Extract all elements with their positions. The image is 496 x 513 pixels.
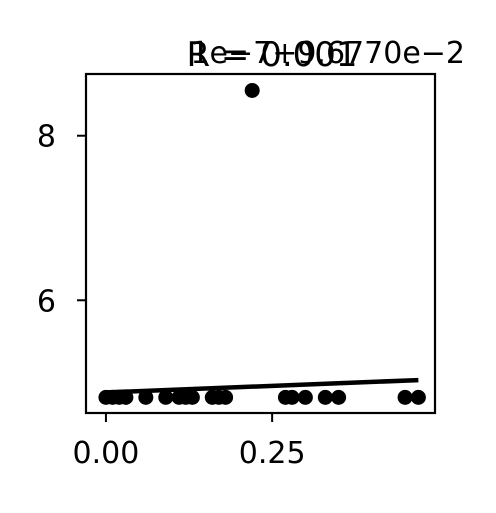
axis-ticks: 0.00 0.25 6 8 <box>37 120 306 471</box>
data-point <box>244 82 260 98</box>
x-axis-offset-text: 1e−7+9.6770e−2 <box>190 36 465 71</box>
data-point <box>184 389 200 405</box>
data-point <box>118 389 134 405</box>
data-point <box>297 389 313 405</box>
data-point <box>397 389 413 405</box>
data-point <box>317 389 333 405</box>
chart-title: R = 0.001 <box>186 35 357 75</box>
y-tick-label: 8 <box>37 120 56 155</box>
x-tick-label: 0.25 <box>239 436 306 471</box>
data-point <box>138 389 154 405</box>
plot-frame <box>84 72 437 415</box>
data-point <box>410 389 426 405</box>
plot-marks <box>98 82 426 405</box>
data-point <box>284 389 300 405</box>
data-point <box>218 389 234 405</box>
trend-line <box>105 377 419 395</box>
data-point <box>158 389 174 405</box>
x-tick-label: 0.00 <box>73 436 140 471</box>
y-tick-label: 6 <box>37 284 56 319</box>
data-point <box>331 389 347 405</box>
